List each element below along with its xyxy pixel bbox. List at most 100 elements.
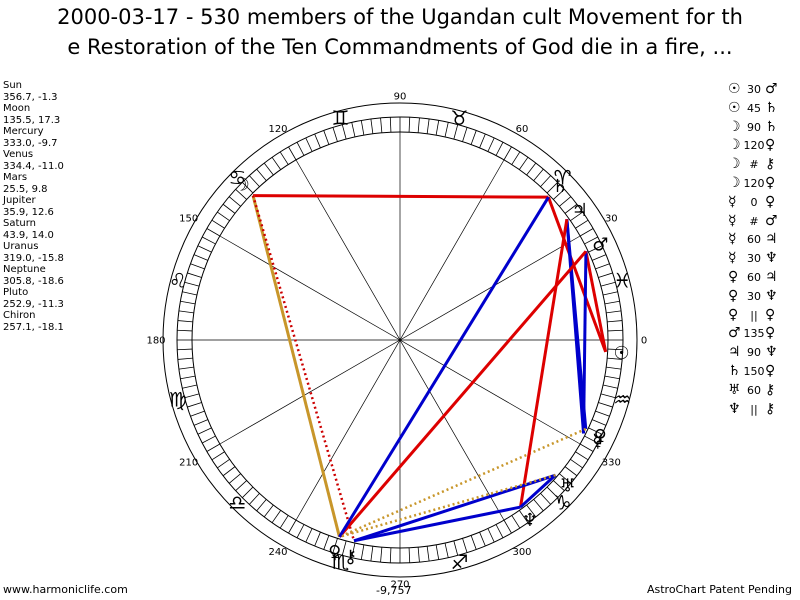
planet-name-saturn: Saturn	[3, 218, 37, 229]
planet-position-pluto: 252.9, -11.3	[3, 298, 64, 310]
aspect-lines	[251, 194, 608, 543]
degree-tick	[588, 245, 603, 253]
degree-tick	[604, 300, 620, 305]
degree-tick	[417, 117, 420, 133]
planet-name-mercury: Mercury	[3, 126, 44, 137]
degree-tick	[487, 137, 495, 152]
planet-glyph-mars: ♂	[592, 234, 608, 255]
aspect-planet-2-glyph: ♀	[765, 137, 776, 154]
degree-tick	[370, 118, 374, 134]
degree-tick	[444, 542, 449, 558]
degree-tick	[202, 435, 216, 444]
zodiac-sign-glyph: ♑	[554, 491, 572, 515]
degree-tick	[533, 499, 544, 512]
planet-name-moon: Moon	[3, 103, 31, 114]
planet-name-jupiter: Jupiter	[3, 195, 36, 206]
aspect-line	[353, 473, 556, 543]
zodiac-sign-glyph: ♏	[332, 550, 350, 574]
aspect-planet-2-glyph: ♆	[765, 344, 778, 361]
house-spoke	[219, 235, 581, 445]
aspect-planet-2-glyph: ♀	[765, 325, 776, 342]
aspect-row: ☿ 60 ♃	[728, 230, 780, 249]
degree-tick	[332, 127, 338, 142]
aspect-planet-2-glyph: ♂	[765, 81, 778, 97]
degree-tick	[470, 130, 477, 145]
outer-wheel-circle	[162, 102, 638, 578]
aspect-line	[253, 194, 549, 199]
degree-tick	[526, 504, 537, 518]
degree-tick	[553, 480, 565, 491]
website-link[interactable]: www.harmoniclife.com	[3, 583, 128, 596]
degree-tick	[600, 281, 616, 287]
aspect-row: ☉ 30 ♂	[728, 80, 780, 99]
degree-labels: 0 30 60 90 120 150 180 210 240 270 300 330	[146, 92, 647, 591]
degree-tick	[180, 300, 196, 305]
degree-tick	[604, 375, 620, 380]
aspect-planet-1-glyph: ♀	[728, 268, 739, 285]
aspect-planet-1-glyph: ♅	[728, 381, 741, 398]
degree-tick	[228, 196, 241, 207]
aspect-line	[565, 219, 588, 430]
aspect-planet-1-glyph: ♀	[728, 287, 739, 304]
aspect-angle: 30	[747, 289, 761, 303]
degree-tick	[579, 228, 594, 237]
degree-tick	[182, 384, 198, 389]
degree-tick	[380, 547, 383, 563]
aspect-planet-2-glyph: ♀	[765, 193, 776, 210]
degree-tick	[479, 133, 486, 148]
degree-tick	[242, 486, 254, 498]
degree-tick	[197, 427, 212, 435]
degree-tick	[279, 515, 289, 529]
degree-tick	[526, 162, 537, 176]
degree-tick	[177, 357, 193, 360]
aspect-angle: 120	[743, 176, 765, 190]
planet-position-moon: 135.5, 17.3	[3, 114, 61, 126]
degree-tick	[389, 547, 392, 563]
degree-label: 270	[390, 580, 409, 591]
degree-tick	[479, 532, 486, 547]
aspect-angle: #	[749, 214, 759, 228]
degree-tick	[607, 357, 623, 360]
aspect-angle: #	[749, 158, 759, 172]
degree-tick	[187, 402, 202, 408]
aspect-planet-2-glyph: ⚷	[765, 381, 776, 398]
planet-position-jupiter: 35.9, 12.6	[3, 206, 54, 218]
aspect-row: ☽ 90 ♄	[728, 118, 780, 137]
degree-tick	[503, 519, 512, 534]
degree-tick	[177, 348, 193, 351]
degree-tick	[182, 291, 198, 296]
degree-tick	[202, 236, 216, 245]
degree-tick	[598, 272, 613, 278]
planet-position-saturn: 43.9, 14.0	[3, 229, 54, 241]
aspect-list: ☉ 30 ♂ ☉ 45 ♄ ☽ 90 ♄ ☽ 120♀ ☽ # ⚷ ☽ 120♀ ☿ 0 ♀ ☿ # ♂ ☿ 60 ♃ ☿ 30 ♆ ♀…	[728, 80, 780, 418]
planet-name-sun: Sun	[3, 80, 23, 91]
planet-position-venus: 334.4, -11.0	[3, 160, 64, 172]
aspect-angle: 60	[747, 383, 761, 397]
degree-tick	[606, 366, 622, 370]
aspect-planet-1-glyph: ☿	[728, 212, 737, 229]
degree-tick	[592, 254, 607, 261]
degree-tick	[211, 451, 225, 461]
zodiac-sign-glyph: ♍	[169, 388, 187, 412]
planet-name-uranus: Uranus	[3, 241, 39, 252]
planet-glyph-uranus: ♅	[559, 476, 575, 497]
degree-tick	[540, 175, 551, 187]
aspect-planet-2-glyph: ♆	[765, 250, 778, 267]
aspect-angle: 45	[747, 101, 761, 115]
degree-label: 30	[605, 214, 618, 225]
degree-tick	[444, 122, 449, 138]
aspect-angle: 120	[743, 139, 765, 153]
planet-glyph-sun: ☉	[614, 343, 630, 364]
aspect-line	[519, 218, 569, 508]
degree-tick	[588, 427, 603, 435]
degree-tick	[178, 310, 194, 314]
degree-tick	[360, 120, 365, 136]
aspect-planet-2-glyph: ♄	[765, 118, 778, 135]
aspect-line	[251, 195, 341, 538]
degree-tick	[323, 130, 330, 145]
aspect-angle: 90	[747, 346, 761, 360]
degree-tick	[607, 348, 623, 351]
degree-tick	[184, 393, 200, 399]
degree-tick	[595, 263, 610, 270]
aspect-planet-1-glyph: ♆	[728, 400, 741, 417]
